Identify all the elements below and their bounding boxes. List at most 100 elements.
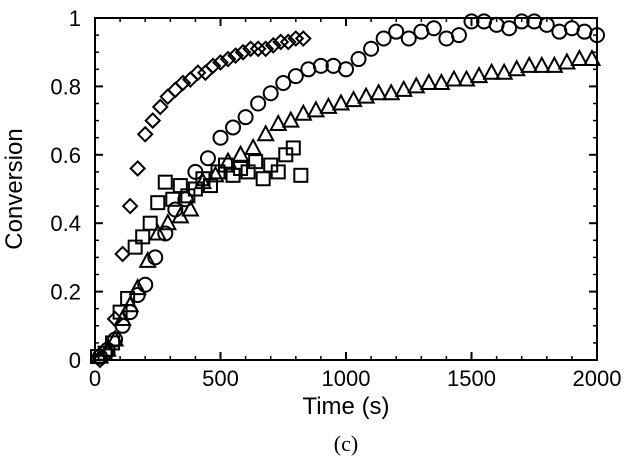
triangle-marker: [570, 48, 589, 67]
square-marker: [293, 167, 309, 183]
circle-marker: [538, 16, 555, 33]
series-square: [90, 140, 309, 365]
triangle-marker: [128, 278, 147, 296]
triangle-marker: [419, 72, 439, 90]
triangle-marker: [407, 76, 426, 94]
circle-marker: [137, 276, 154, 293]
triangle-marker: [356, 86, 376, 104]
triangle-marker: [369, 83, 388, 101]
circle-marker: [147, 249, 164, 266]
circle-marker: [338, 61, 354, 78]
diamond-marker: [144, 112, 162, 130]
diamond-marker: [129, 160, 147, 177]
square-marker: [157, 174, 173, 190]
diamond-marker: [114, 245, 132, 263]
diamond-marker: [264, 36, 282, 54]
square-marker: [172, 178, 188, 194]
triangle-marker: [294, 103, 313, 121]
diamond-marker: [174, 74, 192, 92]
circle-marker: [501, 20, 518, 37]
x-tick-label: 0: [89, 366, 101, 391]
square-marker: [202, 178, 218, 194]
circle-marker: [450, 27, 467, 44]
triangle-marker: [113, 308, 132, 326]
triangle-marker: [158, 213, 177, 231]
square-marker: [142, 215, 158, 231]
triangle-marker: [148, 223, 167, 241]
triangle-marker: [344, 89, 363, 108]
diamond-marker: [121, 197, 139, 215]
diamond-marker: [257, 40, 275, 58]
square-marker: [127, 239, 143, 255]
triangle-marker: [105, 329, 125, 347]
triangle-marker: [218, 151, 238, 169]
diamond-marker: [204, 57, 222, 75]
circle-marker: [350, 51, 367, 68]
circle-marker: [212, 129, 229, 146]
circle-marker: [513, 13, 530, 30]
circle-marker: [237, 109, 254, 126]
diamond-marker: [219, 50, 237, 68]
triangle-marker: [432, 72, 451, 90]
diamond-marker: [287, 30, 305, 47]
y-tick-label: 0.6: [50, 143, 81, 168]
triangle-marker: [394, 79, 413, 97]
square-marker: [255, 171, 271, 187]
circle-marker: [250, 95, 267, 112]
x-tick-label: 1500: [447, 366, 496, 391]
triangle-marker: [98, 339, 117, 357]
x-tick-label: 2000: [573, 366, 622, 391]
triangle-marker: [138, 250, 157, 268]
triangle-marker: [319, 96, 338, 114]
triangle-marker: [457, 69, 476, 87]
triangle-marker: [269, 113, 288, 132]
y-tick-label: 0.4: [50, 211, 81, 236]
circle-marker: [363, 40, 380, 57]
circle-marker: [375, 30, 392, 47]
square-marker: [120, 290, 136, 306]
x-tick-label: 500: [202, 366, 239, 391]
triangle-marker: [193, 172, 213, 190]
triangle-marker: [206, 165, 225, 183]
diamond-marker: [212, 54, 229, 71]
triangle-marker: [520, 55, 539, 73]
axis-ticks: [94, 17, 598, 361]
diamond-marker: [279, 33, 297, 51]
square-marker: [285, 140, 301, 156]
square-marker: [150, 195, 166, 211]
circle-marker: [199, 150, 216, 167]
triangle-marker: [331, 93, 351, 111]
tick-labels: 0 500 1000 1500 2000 0 0.2 0.4 0.6 0.8 1: [50, 6, 621, 391]
triangle-marker: [382, 83, 401, 101]
triangle-marker: [181, 199, 200, 217]
triangle-marker: [256, 124, 275, 142]
triangle-marker: [557, 52, 577, 70]
circle-marker: [312, 57, 329, 74]
diamond-marker: [249, 40, 267, 58]
circle-marker: [425, 20, 442, 37]
y-axis-title: Conversion: [1, 128, 28, 249]
diamond-marker: [272, 33, 290, 51]
triangle-marker: [582, 48, 602, 67]
triangle-marker: [532, 55, 551, 73]
triangle-marker: [444, 69, 464, 87]
circle-marker: [463, 13, 480, 30]
triangle-marker: [306, 100, 326, 118]
triangle-marker: [281, 110, 300, 128]
circle-marker: [262, 85, 279, 102]
y-tick-label: 0.2: [50, 280, 81, 305]
data-markers: [90, 13, 605, 369]
square-marker: [270, 164, 286, 180]
square-marker: [240, 164, 256, 180]
diamond-marker: [189, 64, 207, 82]
diamond-marker: [294, 30, 312, 47]
circle-marker: [287, 68, 304, 85]
triangle-marker: [482, 62, 501, 80]
diamond-marker: [227, 47, 244, 65]
panel-label: (c): [334, 431, 358, 456]
y-tick-label: 0.8: [50, 74, 81, 99]
triangle-marker: [507, 59, 526, 77]
circle-marker: [388, 23, 405, 40]
